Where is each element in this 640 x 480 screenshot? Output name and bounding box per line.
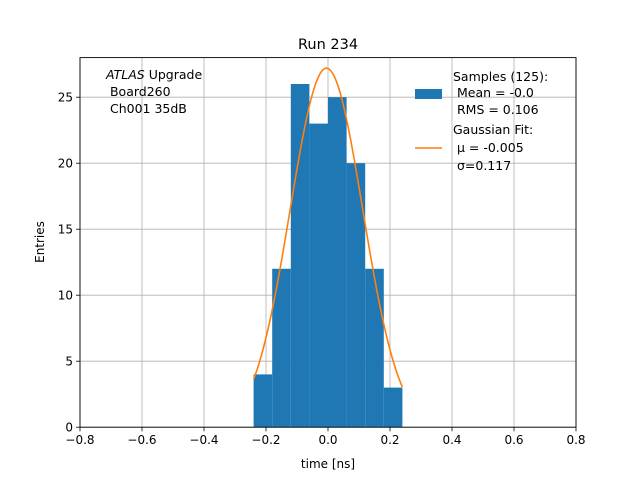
histogram-bar <box>290 84 310 428</box>
histogram-bar <box>346 163 366 428</box>
histogram-bar <box>253 374 273 428</box>
x-axis: −0.8 −0.6 −0.4 −0.2 0.0 0.2 0.4 0.6 0.8 <box>65 427 586 447</box>
legend-fit-line-2: μ = -0.005 <box>453 140 524 155</box>
legend-swatch-histogram <box>415 89 442 99</box>
x-tick-label: −0.4 <box>189 433 218 447</box>
fit-curve <box>252 67 404 388</box>
histogram-bars <box>253 84 403 428</box>
x-axis-label: time [ns] <box>301 457 355 471</box>
y-tick-label: 5 <box>65 355 73 369</box>
x-tick-label: 0.8 <box>566 433 585 447</box>
y-tick-label: 20 <box>58 157 73 171</box>
histogram-bar <box>328 97 347 428</box>
legend-histogram-line-3: RMS = 0.106 <box>453 102 539 117</box>
histogram-bar <box>365 268 384 428</box>
legend: Samples (125): Mean = -0.0 RMS = 0.106 G… <box>415 69 548 173</box>
chart-title: Run 234 <box>298 37 358 53</box>
y-tick-label: 25 <box>58 91 73 105</box>
y-tick-label: 10 <box>58 289 73 303</box>
legend-histogram-line-2: Mean = -0.0 <box>453 85 534 100</box>
y-tick-label: 0 <box>65 421 73 435</box>
legend-fit-line-3: σ=0.117 <box>453 158 511 173</box>
x-tick-label: −0.2 <box>251 433 280 447</box>
x-tick-label: 0.2 <box>380 433 399 447</box>
annotation-suffix: Upgrade <box>145 67 203 82</box>
x-tick-label: −0.6 <box>127 433 156 447</box>
y-axis-label: Entries <box>33 221 47 263</box>
annotation-line-2: Board260 <box>106 84 171 99</box>
histogram-bar <box>309 123 328 428</box>
histogram-bar <box>383 387 403 428</box>
y-axis: 0 5 10 15 20 25 <box>58 91 80 435</box>
atlas-annotation: ATLAS Upgrade Board260 Ch001 35dB <box>105 67 202 116</box>
legend-histogram-line-1: Samples (125): <box>453 69 548 84</box>
annotation-line-1: ATLAS Upgrade <box>105 67 202 82</box>
annotation-line-3: Ch001 35dB <box>106 101 187 116</box>
y-tick-label: 15 <box>58 223 73 237</box>
x-tick-label: 0.4 <box>442 433 461 447</box>
x-tick-label: 0.0 <box>318 433 337 447</box>
histogram-bar <box>272 268 291 428</box>
x-tick-label: 0.6 <box>504 433 523 447</box>
annotation-prefix: ATLAS <box>105 67 145 82</box>
legend-fit-line-1: Gaussian Fit: <box>453 122 533 137</box>
x-tick-label: −0.8 <box>65 433 94 447</box>
